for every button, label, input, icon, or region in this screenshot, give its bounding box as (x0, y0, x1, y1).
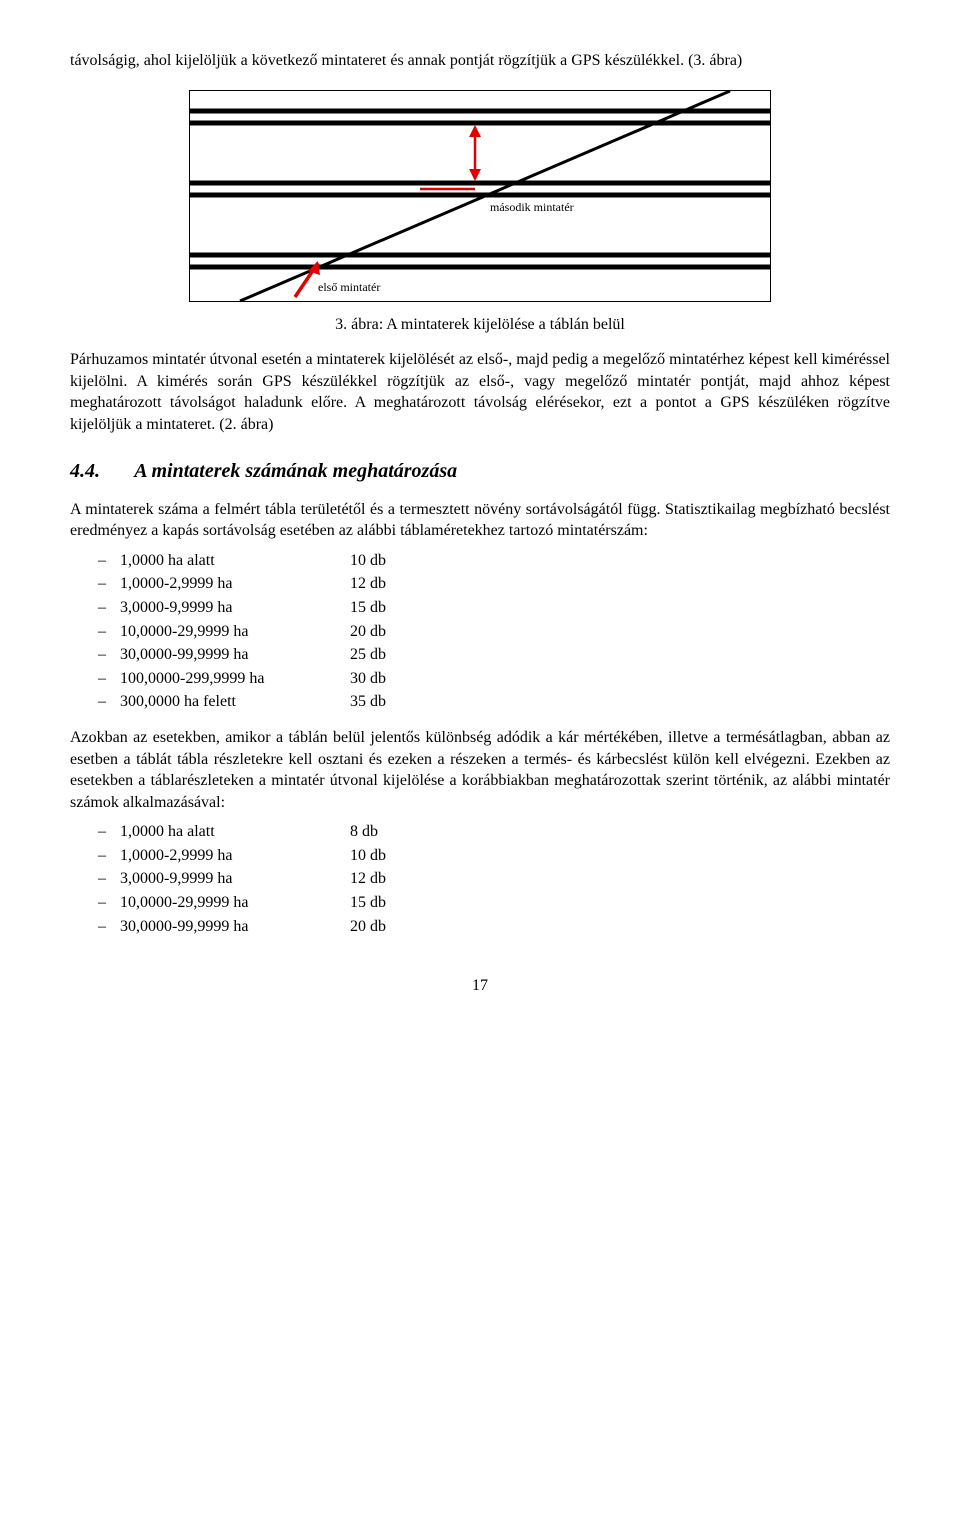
list-item-count: 20 db (350, 623, 386, 640)
list-item-count: 15 db (350, 599, 386, 616)
paragraph-3: Azokban az esetekben, amikor a táblán be… (70, 727, 890, 813)
list-item-count: 10 db (350, 552, 386, 569)
list-item: 10,0000-29,9999 ha15 db (120, 892, 890, 914)
list-item-range: 10,0000-29,9999 ha (120, 892, 350, 914)
heading-title: A mintaterek számának meghatározása (134, 460, 457, 482)
horizontal-lines (190, 111, 770, 267)
paragraph-1: Párhuzamos mintatér útvonal esetén a min… (70, 349, 890, 435)
list-item-count: 35 db (350, 693, 386, 710)
list-2: 1,0000 ha alatt8 db1,0000-2,9999 ha10 db… (70, 821, 890, 937)
label-second: második mintatér (490, 200, 574, 214)
list-item: 300,0000 ha felett35 db (120, 691, 890, 713)
list-item: 30,0000-99,9999 ha25 db (120, 644, 890, 666)
list-item: 10,0000-29,9999 ha20 db (120, 621, 890, 643)
list-item-range: 300,0000 ha felett (120, 691, 350, 713)
list-item-range: 3,0000-9,9999 ha (120, 868, 350, 890)
section-heading: 4.4. A mintaterek számának meghatározása (70, 458, 890, 485)
list-item-range: 30,0000-99,9999 ha (120, 644, 350, 666)
red-connector-arrow (420, 125, 481, 189)
list-item-range: 1,0000 ha alatt (120, 550, 350, 572)
figure-caption: 3. ábra: A mintaterek kijelölése a táblá… (70, 314, 890, 336)
list-item-range: 30,0000-99,9999 ha (120, 916, 350, 938)
list-item-range: 10,0000-29,9999 ha (120, 621, 350, 643)
intro-paragraph: távolságig, ahol kijelöljük a következő … (70, 50, 890, 72)
list-item-range: 1,0000-2,9999 ha (120, 845, 350, 867)
heading-number: 4.4. (70, 458, 130, 485)
list-item: 30,0000-99,9999 ha20 db (120, 916, 890, 938)
list-item-range: 100,0000-299,9999 ha (120, 668, 350, 690)
list-item-range: 1,0000-2,9999 ha (120, 573, 350, 595)
list-item-range: 3,0000-9,9999 ha (120, 597, 350, 619)
label-first: első mintatér (318, 280, 380, 294)
list-item-count: 8 db (350, 823, 378, 840)
list-item-count: 10 db (350, 847, 386, 864)
paragraph-2: A mintaterek száma a felmért tábla terül… (70, 499, 890, 542)
list-item-count: 25 db (350, 646, 386, 663)
list-item: 1,0000-2,9999 ha10 db (120, 845, 890, 867)
list-item: 1,0000 ha alatt8 db (120, 821, 890, 843)
list-item-range: 1,0000 ha alatt (120, 821, 350, 843)
list-item: 3,0000-9,9999 ha15 db (120, 597, 890, 619)
list-item-count: 20 db (350, 918, 386, 935)
list-item: 1,0000-2,9999 ha12 db (120, 573, 890, 595)
list-1: 1,0000 ha alatt10 db1,0000-2,9999 ha12 d… (70, 550, 890, 713)
list-item-count: 30 db (350, 670, 386, 687)
list-item-count: 12 db (350, 575, 386, 592)
page-number: 17 (70, 975, 890, 997)
figure-diagram: második mintatér első mintatér (189, 90, 771, 302)
list-item-count: 12 db (350, 870, 386, 887)
list-item: 3,0000-9,9999 ha12 db (120, 868, 890, 890)
list-item: 100,0000-299,9999 ha30 db (120, 668, 890, 690)
list-item: 1,0000 ha alatt10 db (120, 550, 890, 572)
list-item-count: 15 db (350, 894, 386, 911)
